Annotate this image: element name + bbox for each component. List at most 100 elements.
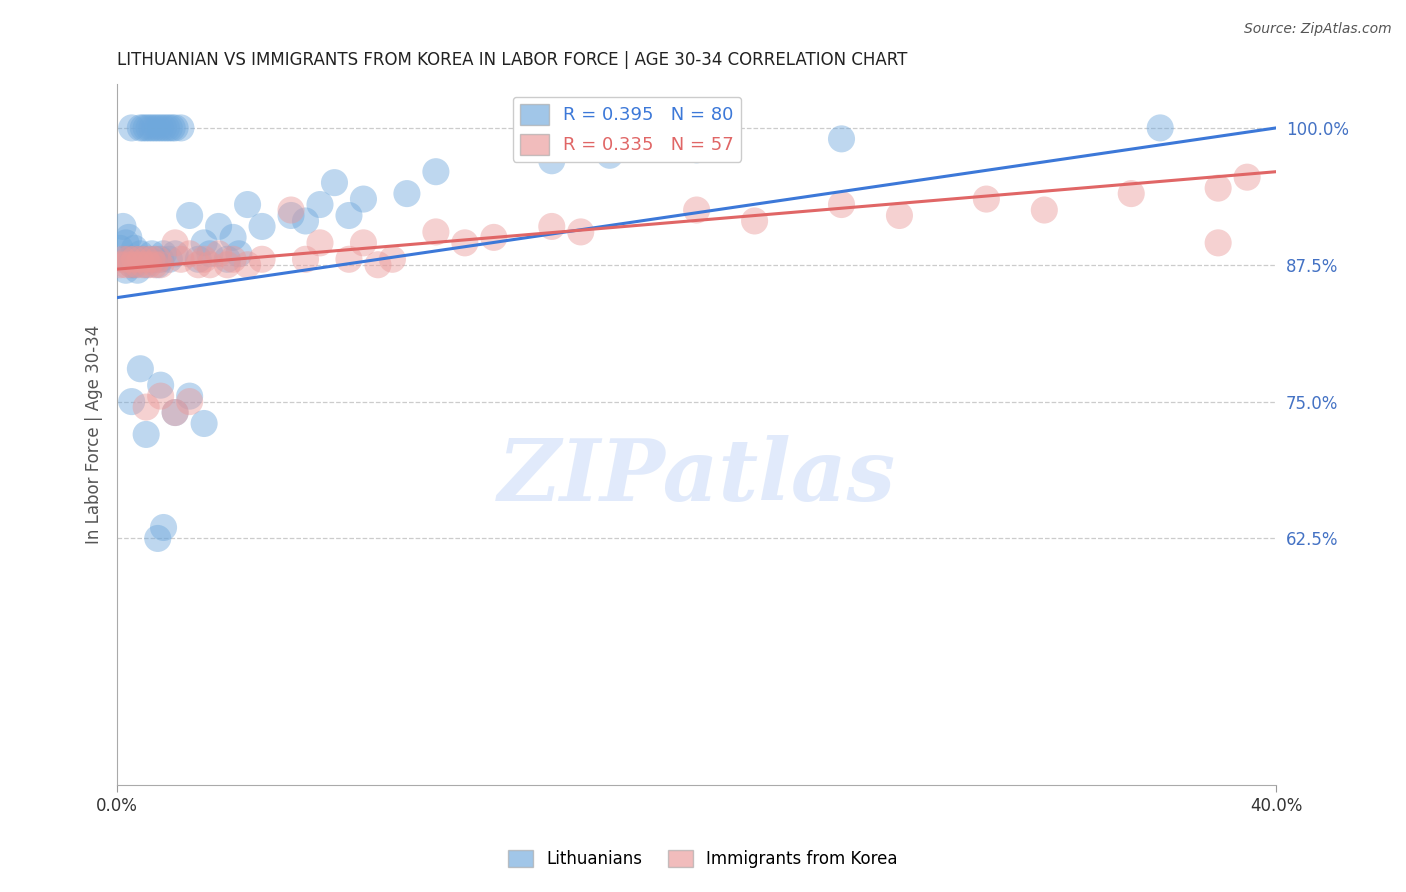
Point <box>143 120 166 135</box>
Point <box>250 252 273 267</box>
Point <box>121 120 143 135</box>
Point <box>193 417 215 431</box>
Point <box>108 241 131 255</box>
Point <box>138 252 160 267</box>
Point <box>111 252 134 267</box>
Point <box>124 258 146 272</box>
Point <box>127 258 149 272</box>
Point <box>149 378 172 392</box>
Point <box>170 252 193 267</box>
Point <box>124 241 146 255</box>
Point <box>685 202 707 217</box>
Point <box>309 197 332 211</box>
Point <box>111 219 134 234</box>
Point <box>367 258 389 272</box>
Point <box>141 120 163 135</box>
Point <box>353 192 375 206</box>
Point <box>129 361 152 376</box>
Point <box>129 252 152 267</box>
Point <box>157 252 180 267</box>
Point <box>179 389 201 403</box>
Point <box>187 252 209 267</box>
Point <box>149 120 172 135</box>
Point <box>152 120 174 135</box>
Point <box>179 394 201 409</box>
Point <box>124 252 146 267</box>
Point <box>149 258 172 272</box>
Point <box>143 252 166 267</box>
Point <box>207 219 229 234</box>
Point <box>121 252 143 267</box>
Point <box>685 143 707 157</box>
Point <box>165 405 187 419</box>
Point <box>149 389 172 403</box>
Point <box>115 235 138 250</box>
Point <box>132 120 155 135</box>
Point <box>193 235 215 250</box>
Point <box>831 197 853 211</box>
Point <box>250 219 273 234</box>
Point <box>129 252 152 267</box>
Point <box>118 252 141 267</box>
Point <box>831 132 853 146</box>
Point <box>1206 181 1229 195</box>
Point <box>138 120 160 135</box>
Point <box>395 186 418 201</box>
Text: Source: ZipAtlas.com: Source: ZipAtlas.com <box>1244 22 1392 37</box>
Point <box>165 235 187 250</box>
Point <box>135 427 157 442</box>
Point <box>1149 120 1171 135</box>
Point <box>165 247 187 261</box>
Point <box>187 258 209 272</box>
Point <box>146 120 169 135</box>
Point <box>294 252 316 267</box>
Point <box>198 247 221 261</box>
Point <box>280 202 302 217</box>
Point <box>217 252 239 267</box>
Point <box>111 252 134 267</box>
Point <box>193 252 215 267</box>
Point <box>127 252 149 267</box>
Point <box>108 258 131 272</box>
Point <box>294 214 316 228</box>
Point <box>323 176 346 190</box>
Point <box>135 120 157 135</box>
Point <box>118 252 141 267</box>
Y-axis label: In Labor Force | Age 30-34: In Labor Force | Age 30-34 <box>86 325 103 544</box>
Text: LITHUANIAN VS IMMIGRANTS FROM KOREA IN LABOR FORCE | AGE 30-34 CORRELATION CHART: LITHUANIAN VS IMMIGRANTS FROM KOREA IN L… <box>117 51 907 69</box>
Point <box>143 258 166 272</box>
Point <box>1206 235 1229 250</box>
Point <box>236 197 259 211</box>
Point <box>121 394 143 409</box>
Point <box>155 120 177 135</box>
Point <box>454 235 477 250</box>
Point <box>337 209 360 223</box>
Point <box>165 120 187 135</box>
Point <box>540 153 562 168</box>
Point <box>236 258 259 272</box>
Point <box>152 520 174 534</box>
Point <box>179 209 201 223</box>
Point <box>121 258 143 272</box>
Point <box>135 258 157 272</box>
Point <box>540 219 562 234</box>
Point <box>228 247 250 261</box>
Point <box>425 225 447 239</box>
Point <box>115 258 138 272</box>
Point <box>165 405 187 419</box>
Point <box>482 230 505 244</box>
Point <box>309 235 332 250</box>
Point <box>135 400 157 414</box>
Point <box>353 235 375 250</box>
Point <box>157 120 180 135</box>
Point <box>146 258 169 272</box>
Point <box>337 252 360 267</box>
Point <box>599 148 621 162</box>
Point <box>121 258 143 272</box>
Point <box>138 258 160 272</box>
Point <box>132 252 155 267</box>
Legend: R = 0.395   N = 80, R = 0.335   N = 57: R = 0.395 N = 80, R = 0.335 N = 57 <box>513 96 741 161</box>
Point <box>425 164 447 178</box>
Point <box>381 252 404 267</box>
Point <box>976 192 998 206</box>
